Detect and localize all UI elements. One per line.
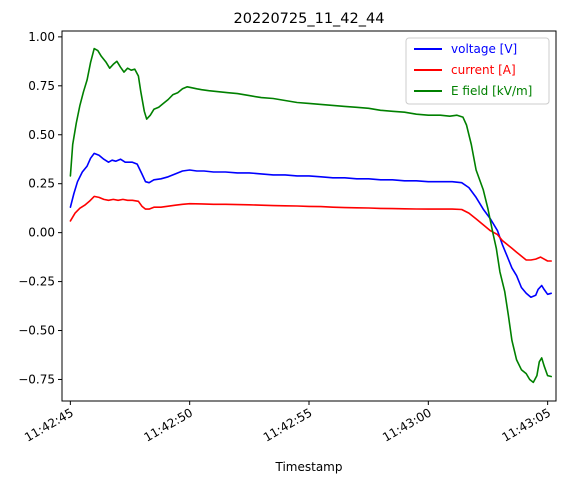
y-tick-label: 0.75 [28, 79, 55, 93]
y-tick-label: −0.50 [18, 324, 55, 338]
y-tick-label: −0.75 [18, 372, 55, 386]
x-axis-label: Timestamp [275, 460, 343, 474]
y-tick-label: 1.00 [28, 30, 55, 44]
series-line-1 [69, 195, 552, 262]
y-axis: 1.00 0.75 0.50 0.25 0.00 −0.25 −0.50 −0.75 [18, 30, 62, 386]
legend-label: current [A] [451, 63, 516, 77]
y-tick-label: 0.25 [28, 177, 55, 191]
legend-label: voltage [V] [451, 42, 517, 56]
y-tick-label: −0.25 [18, 275, 55, 289]
legend-label: E field [kV/m] [451, 84, 532, 98]
series-line-2 [69, 47, 552, 384]
series-line-0 [69, 152, 552, 298]
y-tick-label: 0.50 [28, 128, 55, 142]
series-layer [69, 47, 552, 384]
chart-title: 20220725_11_42_44 [234, 11, 385, 27]
legend-frame [405, 37, 550, 105]
legend: voltage [V] current [A] E field [kV/m] [405, 37, 550, 105]
y-tick-label: 0.00 [28, 226, 55, 240]
